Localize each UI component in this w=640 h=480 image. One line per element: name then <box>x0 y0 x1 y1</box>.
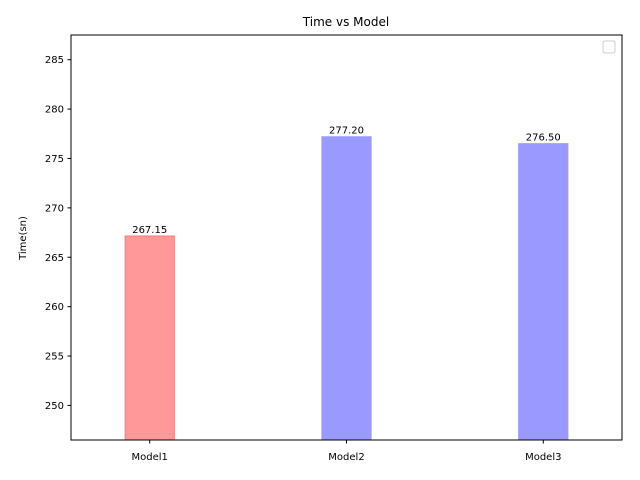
y-tick-label: 260 <box>45 302 64 313</box>
axes-frame <box>70 34 623 441</box>
chart-title: Time vs Model <box>302 15 389 29</box>
plot-area: 250 255 260 265 270 275 280 285 267.15 Model1 277.… <box>45 55 569 463</box>
y-tick-label: 265 <box>45 253 64 264</box>
bar-model2 <box>321 136 372 441</box>
bar-model3 <box>518 143 569 441</box>
x-tick-label: Model3 <box>525 452 561 463</box>
y-tick-label: 270 <box>45 203 64 214</box>
bar-value-label: 277.20 <box>329 126 364 137</box>
bar-model1 <box>124 235 175 441</box>
y-tick-label: 250 <box>45 401 64 412</box>
x-tick-label: Model2 <box>328 452 364 463</box>
x-tick-label: Model1 <box>132 452 168 463</box>
y-tick-label: 255 <box>45 352 64 363</box>
legend-box <box>602 40 616 54</box>
bar-value-label: 267.15 <box>132 225 167 236</box>
y-tick-label: 275 <box>45 154 64 165</box>
bar-value-label: 276.50 <box>526 133 561 144</box>
y-tick-label: 285 <box>45 55 64 66</box>
y-axis-label: Time(sn) <box>18 216 29 261</box>
y-tick-label: 280 <box>45 105 64 116</box>
